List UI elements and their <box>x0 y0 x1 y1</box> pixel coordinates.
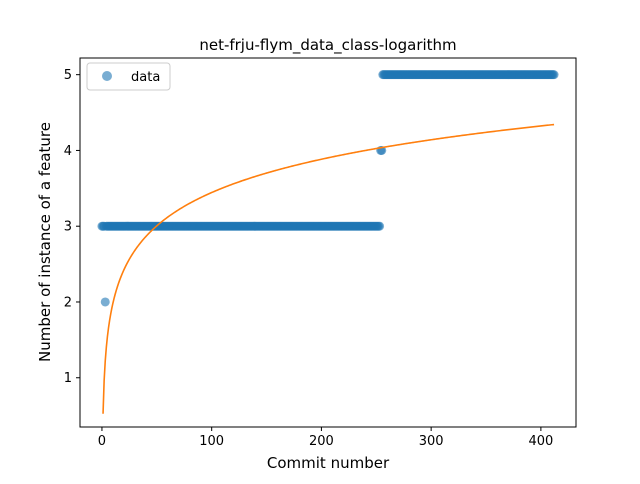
x-tick-label: 100 <box>199 434 224 449</box>
axes-frame <box>79 57 577 428</box>
y-tick-label: 2 <box>64 295 72 310</box>
legend-marker-data <box>102 71 112 81</box>
x-axis-label: Commit number <box>267 454 390 472</box>
x-tick-label: 0 <box>98 434 106 449</box>
scatter-points <box>97 70 559 307</box>
y-axis-label: Number of instance of a feature <box>36 122 54 362</box>
data-point <box>375 221 385 231</box>
data-point <box>100 297 110 307</box>
plot-content <box>97 70 559 414</box>
x-axis-ticks: 0 100 200 300 400 <box>98 427 553 449</box>
legend-label-data: data <box>131 70 160 85</box>
legend: data <box>86 62 171 91</box>
y-tick-label: 5 <box>64 68 72 83</box>
y-tick-label: 1 <box>64 371 72 386</box>
y-tick-label: 3 <box>64 220 72 235</box>
legend-box <box>86 62 171 91</box>
y-tick-label: 4 <box>64 144 72 159</box>
data-point <box>549 70 559 80</box>
fit-line <box>102 123 555 414</box>
x-tick-label: 400 <box>528 434 553 449</box>
x-tick-label: 300 <box>419 434 444 449</box>
chart-title: net-frju-flym_data_class-logarithm <box>199 36 456 55</box>
x-tick-label: 200 <box>309 434 334 449</box>
y-axis-ticks: 1 2 3 4 5 <box>64 68 80 386</box>
